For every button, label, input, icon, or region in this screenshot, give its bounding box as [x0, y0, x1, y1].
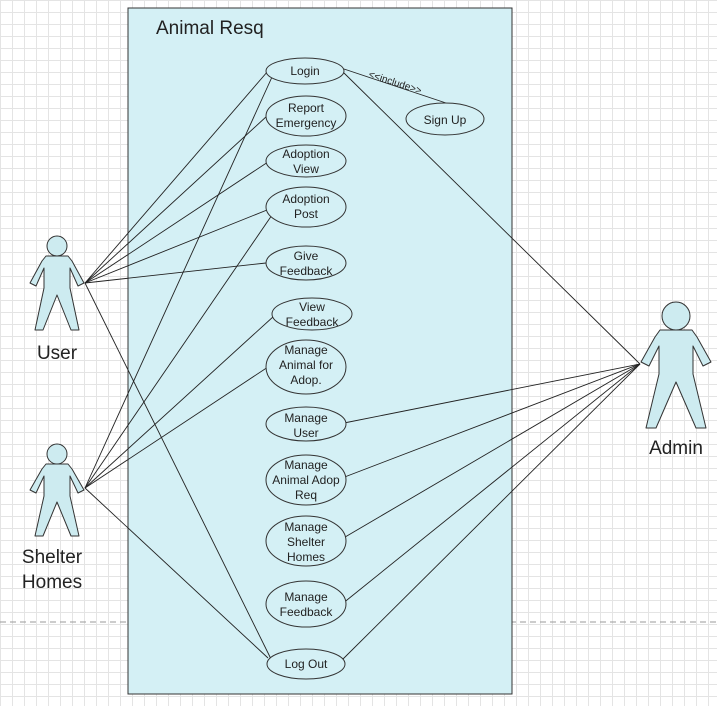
user-head-icon [46, 235, 68, 257]
label-give-feedback-line2: Feedback [280, 264, 334, 278]
assoc-shelter-logout [84, 487, 269, 659]
associations [84, 68, 641, 662]
label-manage-shelter-line1: Manage [284, 520, 328, 534]
use-case-sign-up[interactable] [405, 102, 485, 136]
label-view-feedback-line1: View [299, 300, 325, 314]
assoc-admin-logout [341, 363, 641, 661]
use-case-view-feedback[interactable] [271, 297, 353, 331]
assoc-admin-login [343, 72, 641, 365]
label-manage-user-line1: Manage [284, 411, 328, 425]
label-adoption-view-line1: Adoption [282, 147, 329, 161]
label-login: Login [290, 64, 319, 78]
use-case-manage-feedback[interactable] [265, 580, 347, 628]
label-view-feedback-line2: Feedback [286, 315, 340, 329]
assoc-user-adoption-view [84, 161, 269, 284]
use-case-manage-animal-for-adop[interactable] [265, 339, 347, 395]
label-manage-adop-req-line2: Animal Adop [272, 473, 340, 487]
actor-admin[interactable] [640, 301, 712, 429]
actor-user-label: User [37, 343, 78, 364]
assoc-user-logout [84, 282, 273, 662]
use-case-adoption-post[interactable] [265, 186, 347, 228]
assoc-shelter-view-feedback [84, 315, 275, 489]
assoc-shelter-adoption-post [84, 214, 273, 489]
use-case-manage-user[interactable] [265, 406, 347, 442]
label-manage-shelter-line2: Shelter [287, 535, 325, 549]
assoc-user-login [84, 70, 269, 284]
use-case-login[interactable] [265, 57, 345, 85]
system-title: Animal Resq [156, 18, 264, 39]
label-manage-user-line2: User [293, 426, 318, 440]
shelter-body-icon [29, 463, 85, 537]
assoc-shelter-manage-animal [84, 366, 269, 489]
shelter-head-icon [46, 443, 68, 465]
use-case-shapes [265, 57, 485, 680]
assoc-admin-manage-shelter [339, 363, 641, 541]
user-body-icon [29, 255, 85, 331]
use-case-manage-animal-adop-req[interactable] [265, 454, 347, 506]
assoc-shelter-login [84, 76, 273, 489]
assoc-user-adoption-post [84, 209, 268, 284]
label-manage-shelter-line3: Homes [287, 550, 325, 564]
label-report-line2: Emergency [276, 116, 337, 130]
use-case-manage-shelter-homes[interactable] [265, 515, 347, 567]
label-manage-feedback-line2: Feedback [280, 605, 334, 619]
label-adoption-post-line1: Adoption [282, 192, 329, 206]
label-manage-animal-line3: Adop. [290, 373, 321, 387]
use-case-give-feedback[interactable] [265, 245, 347, 281]
label-give-feedback-line1: Give [294, 249, 319, 263]
admin-body-icon [640, 329, 712, 429]
use-case-report-emergency[interactable] [265, 95, 347, 137]
actor-shelter-label-line1: Shelter [22, 547, 83, 568]
label-adoption-view-line2: View [293, 162, 319, 176]
assoc-admin-manage-user [343, 363, 641, 424]
use-case-adoption-view[interactable] [265, 144, 347, 178]
admin-head-icon [661, 301, 691, 331]
assoc-admin-manage-feedback [341, 363, 641, 605]
actor-admin-label: Admin [649, 438, 703, 459]
label-report-line1: Report [288, 101, 325, 115]
actor-user[interactable] [29, 235, 85, 331]
label-manage-adop-req-line3: Req [295, 488, 317, 502]
include-line [343, 68, 447, 104]
label-manage-animal-line2: Animal for [279, 358, 333, 372]
label-manage-adop-req-line1: Manage [284, 458, 328, 472]
use-case-labels: Login Sign Up Report Emergency Adoption … [272, 64, 466, 671]
assoc-user-report [84, 115, 268, 284]
actor-shelter-label-line2: Homes [22, 572, 82, 593]
actor-shelter-homes[interactable] [29, 443, 85, 537]
assoc-admin-manage-adop-req [341, 363, 641, 479]
label-manage-animal-line1: Manage [284, 343, 328, 357]
assoc-user-give-feedback [84, 262, 267, 284]
label-manage-feedback-line1: Manage [284, 590, 328, 604]
label-adoption-post-line2: Post [294, 207, 319, 221]
label-sign-up: Sign Up [424, 113, 467, 127]
label-log-out: Log Out [285, 657, 328, 671]
use-case-log-out[interactable] [266, 648, 346, 680]
